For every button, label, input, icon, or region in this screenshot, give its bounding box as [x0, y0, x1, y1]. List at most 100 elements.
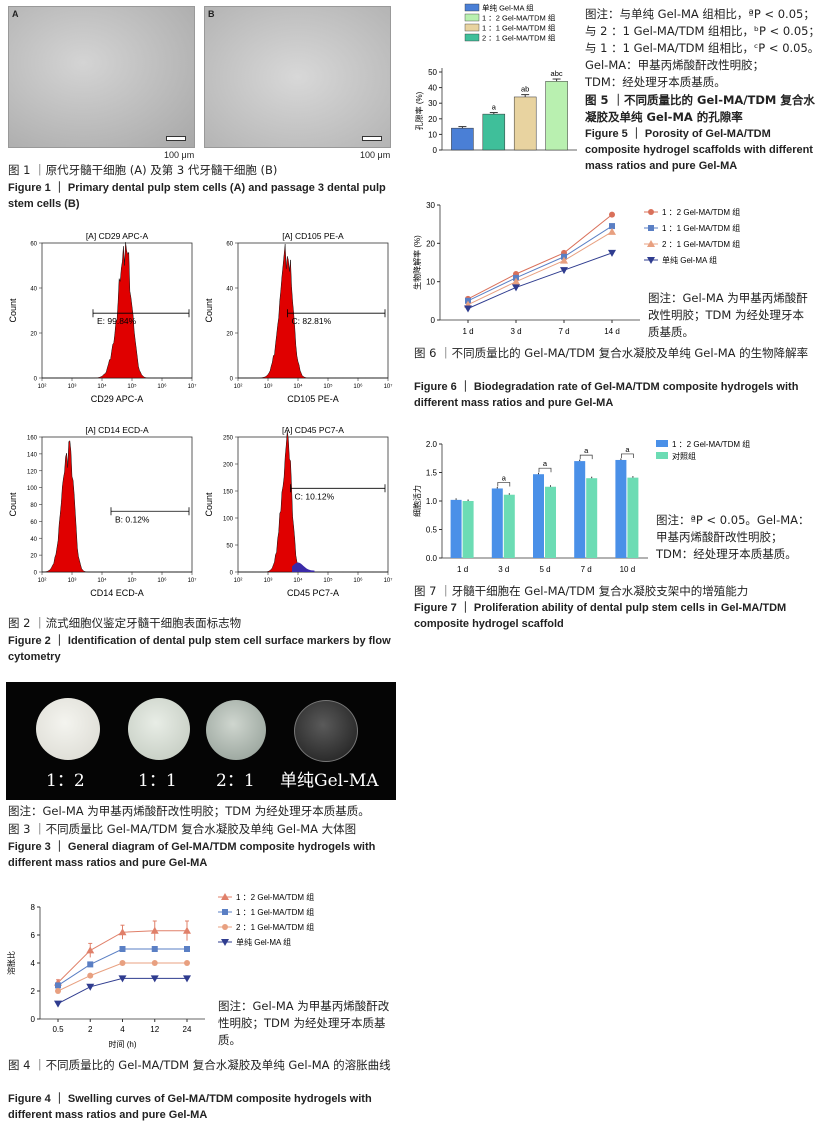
y-tick-label: 20 — [30, 554, 37, 560]
y-axis-label: 溶胀比 — [6, 951, 16, 975]
y-tick-label: 200 — [223, 463, 234, 469]
x-tick-label: 10⁵ — [323, 577, 333, 584]
hydrogel-disc-pure — [294, 700, 358, 762]
data-point — [55, 988, 61, 994]
x-tick-label: 2 — [88, 1025, 93, 1034]
y-tick-label: 20 — [226, 332, 233, 338]
legend-label: 1 ：2 Gel-MA/TDM 组 — [482, 13, 556, 23]
data-point — [183, 975, 191, 983]
bar — [451, 127, 474, 151]
data-point — [184, 960, 190, 966]
legend-marker — [222, 924, 228, 930]
legend-swatch — [464, 33, 480, 42]
gate-label: C: 82.81% — [292, 316, 332, 326]
histogram-frame — [237, 436, 389, 573]
data-point — [119, 960, 126, 966]
y-tick-label: 60 — [30, 520, 37, 526]
figure-5-note-line-5: TDM：经处理牙本质基质。 — [585, 75, 726, 89]
figure-5-note-line-1: 图注：与单纯 Gel-MA 组相比，ªP < 0.05； — [585, 7, 815, 21]
y-tick-label: 140 — [27, 452, 38, 458]
data-point — [86, 946, 95, 954]
proliferation-chart: 0.0 0.5 1.0 1.5 2.0 细胞活力 1 d 3 d a 5 d a 7 d a 10 d a 1… — [412, 439, 750, 574]
x-tick-label: 1 d — [462, 327, 473, 336]
y-tick-label: 0 — [31, 1015, 36, 1024]
hydrogel-label-4: 单纯Gel-MA — [280, 771, 379, 791]
significance-label: a — [543, 459, 548, 468]
micrograph-b: B — [204, 6, 391, 148]
y-tick-label: 250 — [223, 436, 234, 442]
y-tick-label: 100 — [223, 517, 234, 523]
data-point — [512, 277, 520, 285]
histogram-title: [A] CD14 ECD-A — [85, 425, 149, 435]
gate-label: B: 0.12% — [115, 514, 150, 524]
bar — [627, 477, 639, 558]
x-tick-label: 10⁷ — [384, 383, 393, 390]
legend-swatch — [464, 13, 480, 22]
histogram-ylabel: Count — [204, 492, 214, 517]
y-tick-label: 160 — [27, 436, 38, 442]
figure-5-note-line-2: 与 2 ：1 Gel-MA/TDM 组相比，ᵇP < 0.05； — [585, 24, 820, 38]
figure-3-note: 图注：Gel-MA 为甲基丙烯酸酐改性明胶；TDM 为经处理牙本质基质。 — [8, 804, 370, 818]
x-tick-label: 14 d — [604, 327, 620, 336]
legend-label: 单纯 Gel-MA 组 — [236, 937, 291, 947]
hydrogel-label-2: 1：1 — [138, 771, 177, 791]
figure-2-caption-zh: 图 2 ｜流式细胞仪鉴定牙髓干细胞表面标志物 — [8, 616, 242, 630]
x-tick-label: 10⁵ — [127, 577, 137, 584]
bar — [574, 461, 586, 558]
figure-1-caption-zh: 图 1 ｜原代牙髓干细胞 (A) 及第 3 代牙髓干细胞 (B) — [8, 163, 278, 177]
data-point — [55, 982, 61, 989]
x-tick-label: 10² — [234, 578, 243, 584]
legend-marker — [222, 909, 228, 915]
hydrogel-label-3: 2：1 — [216, 771, 255, 791]
bar — [513, 96, 537, 151]
x-tick-label: 7 d — [581, 565, 592, 574]
legend-marker — [221, 893, 229, 900]
significance-label: a — [492, 103, 497, 112]
data-point — [512, 284, 520, 292]
legend-label: 1 ：1 Gel-MA/TDM 组 — [236, 907, 314, 917]
hydrogel-label-1: 1：2 — [46, 771, 85, 791]
bar — [450, 499, 462, 558]
y-tick-label: 10 — [426, 278, 435, 287]
data-point — [184, 946, 190, 952]
series-line — [467, 252, 613, 309]
histogram-xlabel: CD14 ECD-A — [90, 588, 144, 598]
figure-6-caption-zh: 图 6 ｜不同质量比的 Gel-MA/TDM 复合水凝胶及单纯 Gel-MA 的… — [414, 346, 809, 360]
bar — [586, 478, 598, 558]
figure-4-caption-zh: 图 4 ｜不同质量比的 Gel-MA/TDM 复合水凝胶及单纯 Gel-MA 的… — [8, 1058, 391, 1072]
x-tick-label: 3 d — [498, 565, 509, 574]
panel-label-b: B — [208, 9, 215, 19]
y-tick-label: 50 — [428, 68, 437, 77]
y-tick-label: 30 — [426, 201, 435, 210]
y-tick-label: 1.0 — [426, 497, 438, 506]
significance-label: abc — [551, 69, 563, 78]
scale-label-b: 100 μm — [360, 150, 391, 160]
histogram-fill — [238, 243, 388, 379]
figure-5-note-line-4: Gel-MA：甲基丙烯酸酐改性明胶； — [585, 58, 765, 72]
histogram-ylabel: Count — [204, 298, 214, 323]
hydrogel-photo: 1：2 1：1 2：1 单纯Gel-MA — [6, 682, 396, 800]
y-tick-label: 60 — [226, 242, 233, 248]
x-tick-label: 10³ — [68, 384, 77, 390]
y-tick-label: 120 — [27, 469, 38, 475]
x-tick-label: 1 d — [457, 565, 468, 574]
y-tick-label: 8 — [31, 903, 36, 912]
legend-marker — [647, 257, 655, 264]
legend-label: 2 ：1 Gel-MA/TDM 组 — [662, 239, 740, 249]
x-tick-label: 10² — [38, 578, 47, 584]
hydrogel-disc-1-1 — [128, 698, 190, 760]
x-tick-label: 5 d — [539, 565, 550, 574]
legend-label: 1 ：1 Gel-MA/TDM 组 — [482, 23, 556, 33]
scale-label-a: 100 μm — [164, 150, 195, 160]
x-tick-label: 10⁴ — [97, 383, 107, 390]
gate-label: C: 10.12% — [295, 491, 335, 501]
x-tick-label: 10⁵ — [127, 383, 137, 390]
data-point — [118, 975, 127, 983]
x-tick-label: 10² — [234, 384, 243, 390]
series-line — [467, 225, 613, 302]
significance-label: a — [502, 473, 507, 482]
histogram-ylabel: Count — [8, 298, 18, 323]
bar — [545, 486, 556, 558]
data-point — [560, 267, 568, 275]
y-tick-label: 0.5 — [426, 526, 438, 535]
